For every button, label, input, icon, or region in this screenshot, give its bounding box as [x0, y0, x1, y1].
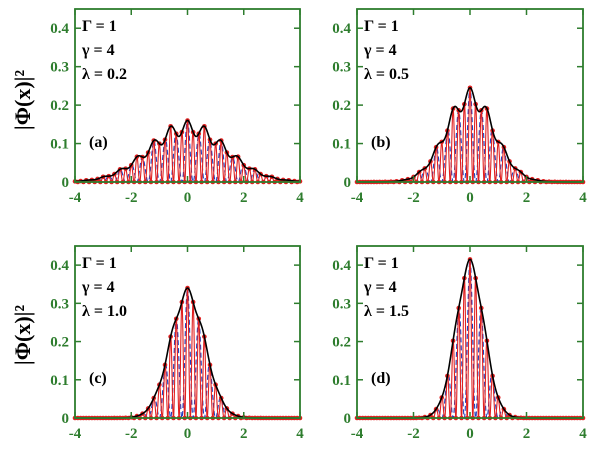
x-tick-label: -4 [69, 426, 82, 442]
x-tick-label: 2 [523, 190, 531, 206]
y-tick-label: 0.1 [50, 137, 69, 153]
x-tick-label: 4 [579, 190, 587, 206]
red-series-line [357, 87, 583, 185]
y-tick-label: 0.1 [332, 373, 351, 389]
y-tick-label: 0.3 [332, 60, 351, 76]
parameter-annotation: Γ = 1 [82, 18, 117, 35]
parameter-annotation: γ = 4 [363, 42, 397, 59]
x-tick-label: 4 [296, 426, 304, 442]
y-tick-label: 0 [344, 175, 352, 191]
y-tick-label: 0 [344, 411, 352, 427]
y-tick-label: 0 [62, 411, 70, 427]
y-tick-label: 0.2 [332, 335, 351, 351]
parameter-annotation: γ = 4 [81, 42, 115, 59]
parameter-annotation: λ = 0.5 [364, 66, 409, 83]
envelope-line [357, 86, 583, 183]
x-tick-label: -4 [351, 190, 364, 206]
parameter-annotation: γ = 4 [81, 279, 115, 296]
envelope-line [75, 119, 300, 183]
y-tick-label: 0.2 [332, 98, 351, 114]
x-tick-label: 4 [579, 426, 587, 442]
x-tick-label: 0 [184, 426, 192, 442]
panel-c: 0 0.1 0.2 0.3 0.4 -4 -2 0 2 4 Γ = 1 γ = 4 λ = 1.0 (c) [50, 245, 304, 442]
y-tick-label: 0.4 [332, 258, 351, 274]
y-tick-label: 0.4 [50, 258, 69, 274]
y-tick-label: 0.1 [332, 137, 351, 153]
parameter-annotation: λ = 0.2 [82, 66, 127, 83]
x-tick-label: 0 [184, 190, 192, 206]
x-tick-label: 2 [240, 426, 248, 442]
parameter-annotation: Γ = 1 [82, 255, 117, 272]
y-tick-label: 0.1 [50, 373, 69, 389]
y-tick-label: 0.2 [50, 335, 69, 351]
panel-label: (b) [371, 134, 391, 151]
dashed-series-line [75, 119, 300, 183]
x-tick-label: 4 [296, 190, 304, 206]
parameter-annotation: γ = 4 [363, 279, 397, 296]
panel-b: 0 0.1 0.2 0.3 0.4 -4 -2 0 2 4 Γ = 1 γ = 4 λ = 0.5 (b) [332, 8, 587, 206]
y-axis-label-top: |Φ(x)|² [10, 70, 35, 131]
parameter-annotation: λ = 1.5 [364, 303, 409, 320]
y-tick-label: 0.4 [332, 21, 351, 37]
panel-label: (d) [371, 370, 391, 387]
y-tick-label: 0.3 [50, 60, 69, 76]
x-tick-label: 0 [466, 426, 474, 442]
y-tick-label: 0.2 [50, 98, 69, 114]
y-tick-label: 0.4 [50, 21, 69, 37]
parameter-annotation: Γ = 1 [364, 18, 399, 35]
x-tick-label: -2 [407, 426, 420, 442]
y-tick-label: 0 [62, 175, 70, 191]
panels: 0 0.1 0.2 0.3 0.4 -4 -2 0 2 4 Γ = 1 γ = 4 λ = 0.2 (a)… [50, 8, 587, 442]
parameter-annotation: Γ = 1 [364, 255, 399, 272]
panel-d: 0 0.1 0.2 0.3 0.4 -4 -2 0 2 4 Γ = 1 γ = 4 λ = 1.5 (d) [332, 245, 587, 442]
x-tick-label: 0 [466, 190, 474, 206]
x-tick-label: -2 [125, 426, 138, 442]
parameter-annotation: λ = 1.0 [82, 303, 127, 320]
y-axis-label-bottom: |Φ(x)|² [10, 305, 35, 366]
red-series-line [74, 118, 301, 184]
y-tick-label: 0.3 [332, 296, 351, 312]
x-tick-label: -2 [125, 190, 138, 206]
x-tick-label: -2 [407, 190, 420, 206]
panel-label: (a) [89, 134, 108, 151]
x-tick-label: -4 [351, 426, 364, 442]
panel-a: 0 0.1 0.2 0.3 0.4 -4 -2 0 2 4 Γ = 1 γ = 4 λ = 0.2 (a) [50, 8, 304, 206]
x-tick-label: 2 [240, 190, 248, 206]
x-tick-label: 2 [523, 426, 531, 442]
y-tick-label: 0.3 [50, 296, 69, 312]
dashed-series-line [357, 86, 583, 184]
panel-label: (c) [89, 370, 107, 387]
x-tick-label: -4 [69, 190, 82, 206]
